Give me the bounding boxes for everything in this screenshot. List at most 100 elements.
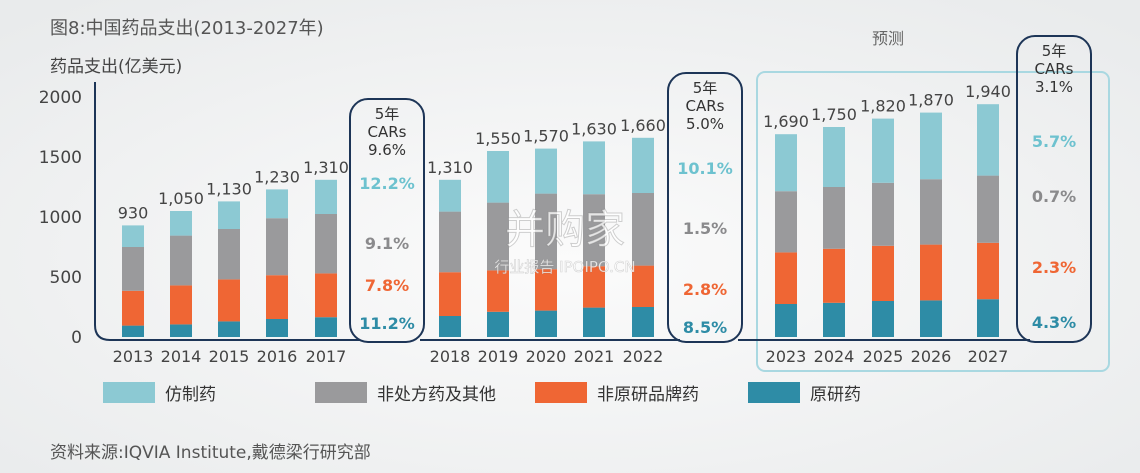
bar-total-label: 1,660 [620,116,666,135]
legend-swatch-original [748,381,800,403]
bar-segment-generic [170,211,192,236]
cagr-box [349,98,425,343]
cagr-cars-label: CARs [1035,60,1074,78]
cagr-generic-value: 10.1% [677,159,733,178]
x-tick-label: 2022 [623,347,664,366]
bar-segment-non-original-brand [583,266,605,308]
cagr-otc-other-value: 9.1% [365,234,409,253]
bar-segment-otc-other [266,218,288,276]
cagr-overall-value: 9.6% [368,141,406,159]
x-tick-label: 2025 [863,347,904,366]
bar-segment-otc-other [823,187,845,249]
bar-segment-otc-other [487,202,509,271]
bar-segment-otc-other [872,182,894,246]
forecast-label: 预测 [872,29,905,48]
bar-segment-non-original-brand [977,242,999,300]
x-tick-label: 2021 [574,347,615,366]
bar-segment-non-original-brand [315,273,337,318]
bar-segment-non-original-brand [487,270,509,312]
cagr-cars-label: CARs [368,123,407,141]
bar-total-label: 1,230 [254,167,300,186]
bar-segment-original [920,300,942,337]
bar-total-label: 1,630 [571,119,617,138]
bar-total-label: 930 [118,203,149,222]
bar-total-label: 1,550 [475,129,521,148]
x-tick-label: 2019 [478,347,519,366]
bar-segment-generic [535,148,557,194]
cagr-non-original-brand-value: 2.3% [1032,258,1076,277]
bar-total-label: 1,130 [206,179,252,198]
cagr-original-value: 11.2% [359,314,415,333]
bar-total-label: 1,310 [303,158,349,177]
bar-segment-otc-other [170,235,192,286]
x-tick-label: 2018 [430,347,471,366]
bar-total-label: 1,050 [158,189,204,208]
bar-segment-otc-other [535,193,557,270]
bar-total-label: 1,870 [908,91,954,110]
legend-item-original: 原研药 [748,380,861,405]
bar-segment-original [315,317,337,337]
forecast-frame [756,71,1110,372]
bar-segment-otc-other [218,229,240,280]
legend-item-otc-other: 非处方药及其他 [315,380,496,405]
bar-segment-non-original-brand [439,272,461,316]
x-tick-label: 2015 [209,347,250,366]
bar-total-label: 1,690 [763,112,809,131]
bar-segment-generic [775,134,797,192]
bar-segment-original [823,302,845,337]
bar-segment-generic [487,151,509,203]
x-tick-label: 2017 [306,347,347,366]
bar-segment-generic [632,137,654,193]
bar-segment-non-original-brand [920,244,942,301]
x-tick-label: 2027 [968,347,1009,366]
bar-segment-generic [977,104,999,176]
bar-segment-otc-other [583,194,605,267]
cagr-box [667,72,743,343]
legend-label-otc-other: 非处方药及其他 [377,384,496,405]
x-tick-label: 2014 [161,347,202,366]
cagr-heading: 5年 [1042,42,1067,60]
cagr-non-original-brand-value: 7.8% [365,276,409,295]
bar-segment-non-original-brand [632,265,654,307]
bar-segment-non-original-brand [535,269,557,311]
bar-segment-non-original-brand [266,275,288,319]
y-tick-label: 1000 [39,208,82,228]
bar-segment-otc-other [920,179,942,245]
bar-segment-original [122,325,144,337]
bar-total-label: 1,940 [965,82,1011,101]
cagr-generic-value: 12.2% [359,174,415,193]
bar-total-label: 1,750 [811,105,857,124]
bar-segment-non-original-brand [218,279,240,322]
bar-total-label: 1,570 [523,127,569,146]
y-axis-line [94,82,360,341]
bar-segment-original [487,311,509,337]
y-tick-label: 1500 [39,148,82,168]
legend-swatch-generic [103,381,155,403]
legend-label-non-original-brand: 非原研品牌药 [597,384,699,405]
watermark-main: 并购家 [505,207,625,253]
cagr-otc-other-value: 0.7% [1032,187,1076,206]
bar-segment-original [872,301,894,337]
bar-segment-generic [823,127,845,187]
bar-segment-otc-other [632,193,654,266]
x-tick-label: 2020 [526,347,567,366]
cagr-cars-label: CARs [686,97,725,115]
bar-segment-generic [920,112,942,180]
source-note: 资料来源:IQVIA Institute,戴德梁行研究部 [50,443,371,463]
cagr-box [1016,35,1092,343]
bar-segment-otc-other [439,211,461,273]
legend-swatch-otc-other [315,381,367,403]
legend-swatch-non-original-brand [535,381,587,403]
bar-total-label: 1,310 [427,158,473,177]
legend-label-original: 原研药 [810,384,861,405]
bar-segment-non-original-brand [872,245,894,301]
watermark-sub: 行业报告 IPOIPO.CN [494,258,635,276]
legend-item-generic: 仿制药 [103,380,216,405]
bar-segment-otc-other [977,175,999,243]
y-tick-label: 0 [71,328,82,348]
bar-segment-non-original-brand [122,290,144,326]
chart-title: 图8:中国药品支出(2013-2027年) [50,18,324,39]
bar-segment-otc-other [315,214,337,274]
bar-segment-original [439,316,461,337]
